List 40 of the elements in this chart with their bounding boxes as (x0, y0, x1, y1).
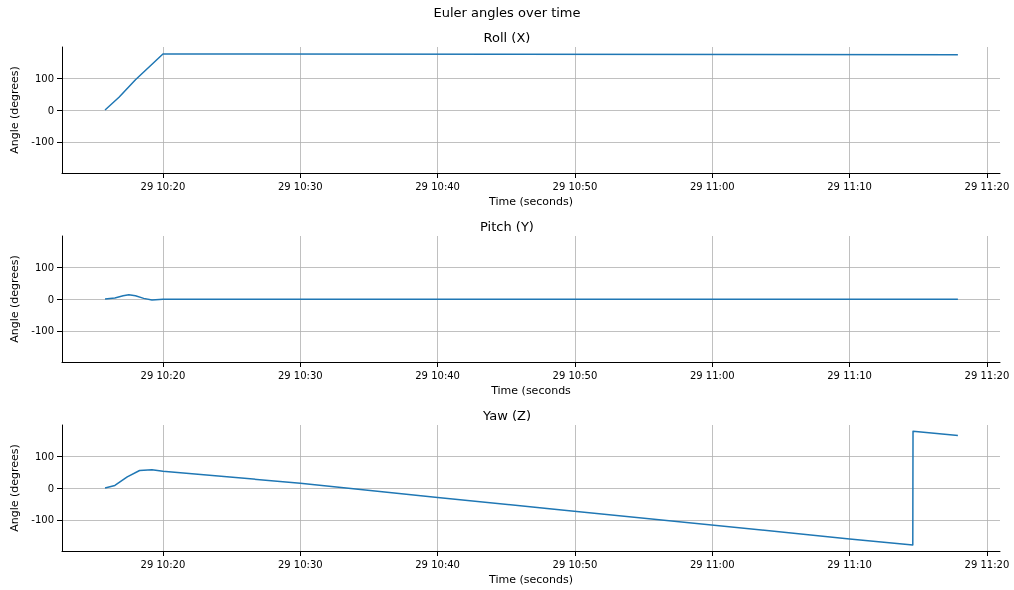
x-tick-label: 29 11:20 (964, 180, 1010, 192)
x-tick-label: 29 11:10 (827, 558, 872, 570)
y-tick-label: 100 (34, 72, 54, 84)
chart-title: Roll (X) (483, 30, 531, 45)
y-tick-label: -100 (31, 325, 54, 337)
y-tick-label: 0 (47, 482, 54, 494)
x-tick-label: 29 10:40 (415, 180, 460, 192)
x-tick-label: 29 10:20 (140, 369, 186, 381)
x-tick-label: 29 11:10 (827, 180, 872, 192)
y-tick-label: 100 (34, 261, 54, 273)
y-tick-label: 0 (47, 293, 54, 305)
x-tick-label: 29 11:00 (689, 180, 735, 192)
x-tick-label: 29 10:20 (140, 180, 186, 192)
x-tick-label: 29 10:50 (552, 558, 598, 570)
x-tick-label: 29 10:50 (552, 180, 598, 192)
x-tick-label: 29 11:10 (827, 369, 872, 381)
y-tick-label: 100 (34, 450, 54, 462)
x-tick-label: 29 10:30 (277, 369, 323, 381)
x-tick-label: 29 10:20 (140, 558, 186, 570)
chart-title: Pitch (Y) (480, 219, 534, 234)
x-tick-label: 29 11:00 (689, 369, 735, 381)
x-tick-label: 29 11:00 (689, 558, 735, 570)
x-axis-title: Time (seconds) (488, 573, 573, 586)
x-tick-label: 29 11:20 (964, 558, 1010, 570)
chart-title: Yaw (Z) (482, 408, 531, 423)
x-tick-label: 29 10:30 (277, 180, 323, 192)
x-axis-title: Time (seconds (490, 384, 572, 397)
y-tick-label: -100 (31, 514, 54, 526)
x-axis-title: Time (seconds) (488, 195, 573, 208)
x-tick-label: 29 10:50 (552, 369, 598, 381)
y-tick-label: -100 (31, 136, 54, 148)
y-axis-title: Angle (degrees) (8, 255, 22, 343)
y-axis-title: Angle (degrees) (8, 66, 22, 154)
x-tick-label: 29 11:20 (964, 369, 1010, 381)
text: Euler angles over time (433, 5, 581, 20)
y-tick-label: 0 (47, 104, 54, 116)
y-axis-title: Angle (degrees) (8, 444, 22, 532)
x-tick-label: 29 10:40 (415, 558, 460, 570)
x-tick-label: 29 10:40 (415, 369, 460, 381)
x-tick-label: 29 10:30 (277, 558, 323, 570)
